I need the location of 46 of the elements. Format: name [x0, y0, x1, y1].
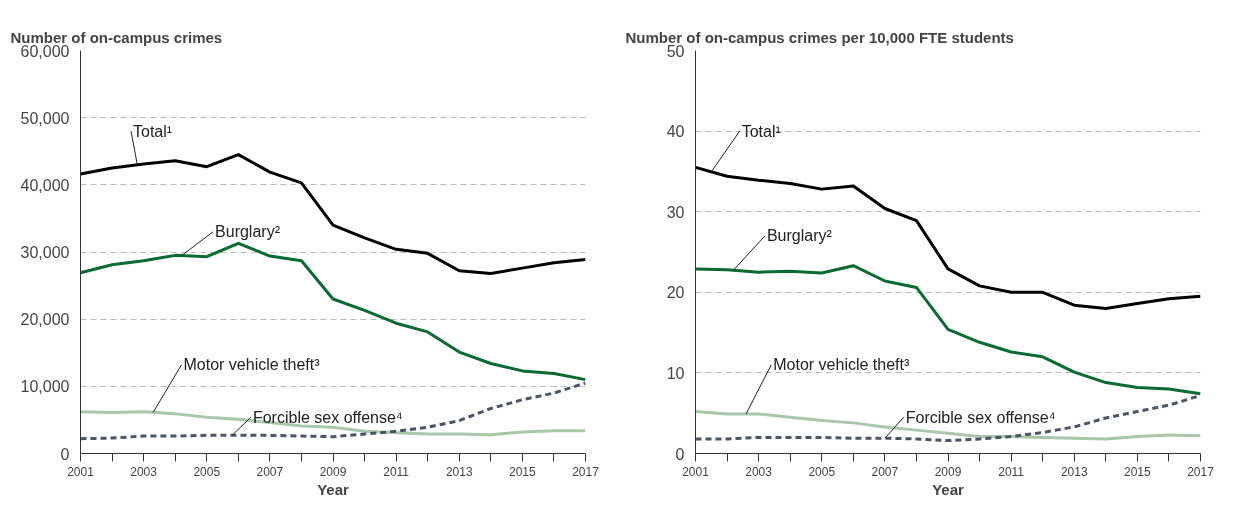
x-tick-label: 2001	[682, 464, 710, 479]
y-tick-label: 10,000	[20, 378, 70, 396]
y-tick-label: 10	[666, 364, 685, 382]
y-tick-label: 30	[666, 203, 685, 221]
x-tick-label: 2015	[1124, 464, 1152, 479]
x-tick-label: 2013	[1060, 464, 1088, 479]
line-series	[695, 410, 1201, 441]
x-tick-label: 2007	[871, 464, 899, 479]
y-tick-label: 40,000	[20, 176, 70, 194]
line-series	[695, 264, 1201, 396]
x-tick-label: 2007	[256, 464, 284, 479]
line-series	[80, 241, 586, 382]
y-tick-label: 20,000	[20, 311, 70, 329]
x-tick-label: 2003	[130, 464, 158, 479]
line-series	[80, 153, 586, 275]
y-tick-label: 50,000	[20, 109, 70, 127]
text: Motor vehicle theft³	[183, 356, 321, 374]
y-tick-label: 40	[666, 123, 685, 141]
series-label: Total¹	[133, 122, 173, 140]
x-tick-label: 2011	[998, 464, 1025, 479]
x-axis-title: Year	[317, 480, 350, 498]
x-tick-label: 2009	[934, 464, 962, 479]
x-tick-label: 2001	[67, 464, 95, 479]
x-tick-label: 2005	[808, 464, 836, 479]
x-tick-label: 2017	[1187, 464, 1215, 479]
y-tick-label: 0	[60, 445, 70, 463]
text: Motor vehicle theft³	[773, 356, 910, 374]
line-series	[80, 381, 586, 441]
x-tick-label: 2017	[572, 464, 600, 479]
series-label: Forcible sex offense⁴	[905, 408, 1056, 426]
line-series	[80, 410, 586, 437]
x-tick-label: 2005	[193, 464, 221, 479]
series-label: Burglary²	[766, 227, 833, 245]
line-series	[695, 165, 1201, 310]
series-label: Burglary²	[215, 223, 281, 241]
x-tick-label: 2003	[745, 464, 773, 479]
y-tick-label: 0	[675, 445, 685, 463]
x-tick-label: 2009	[319, 464, 347, 479]
x-tick-label: 2011	[383, 464, 410, 479]
x-tick-label: 2015	[509, 464, 537, 479]
x-tick-label: 2013	[445, 464, 473, 479]
y-tick-label: 30,000	[20, 244, 70, 261]
y-tick-label: 20	[666, 284, 685, 302]
x-axis-title: Year	[932, 480, 965, 498]
text: Total¹	[741, 122, 781, 140]
series-label: Forcible sex offense⁴	[252, 408, 403, 426]
